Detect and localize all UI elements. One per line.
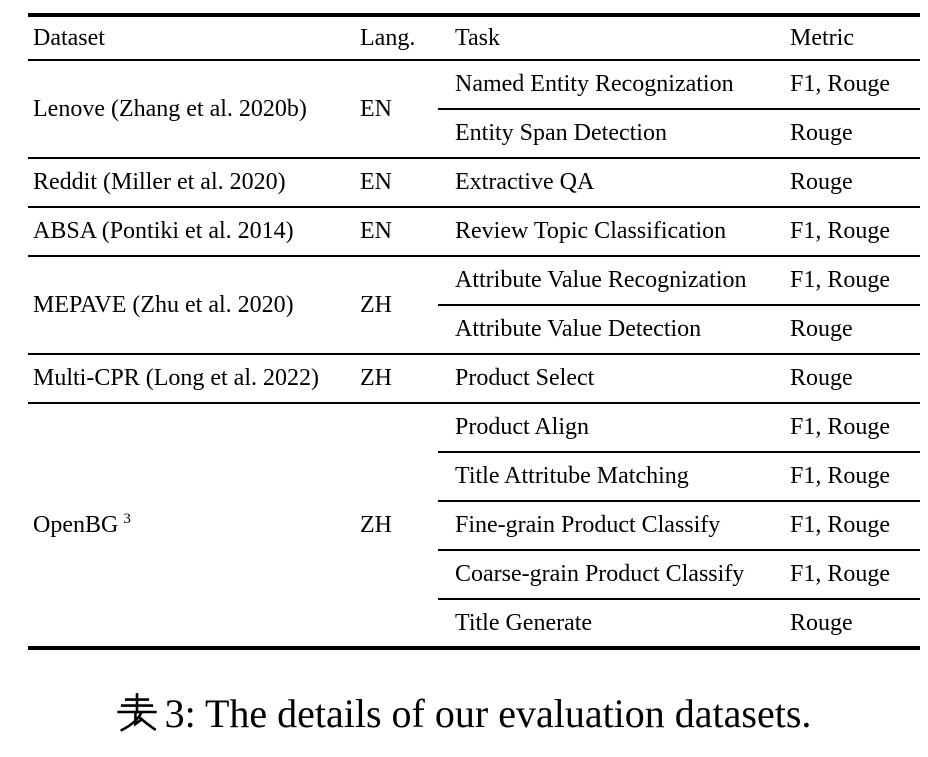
- task-cell: Title Generate: [438, 598, 790, 648]
- metric-cell: Rouge: [790, 304, 920, 354]
- metric-cell: F1, Rouge: [790, 71, 891, 97]
- column-header-dataset: Dataset: [28, 15, 360, 61]
- column-header-task: Task: [438, 15, 790, 61]
- evaluation-datasets-table: Dataset Lang. Task Metric Lenove (Zhang …: [28, 13, 920, 650]
- metric-cell: Rouge: [790, 353, 920, 403]
- metric-cell: Rouge: [790, 157, 920, 207]
- lang-cell: ZH: [360, 255, 438, 354]
- task-cell: Named Entity Recognization: [455, 71, 734, 97]
- table-row: ABSA (Pontiki et al. 2014) EN Review Top…: [28, 206, 920, 256]
- task-cell: Attribute Value Detection: [438, 304, 790, 354]
- lang-cell: ZH: [360, 353, 438, 403]
- task-cell: Coarse-grain Product Classify: [438, 549, 790, 599]
- task-cell: Product Align: [438, 402, 790, 452]
- column-header-metric: Metric: [790, 15, 920, 61]
- task-cell: Entity Span Detection: [438, 108, 790, 158]
- metric-cell: Rouge: [790, 108, 920, 158]
- task-cell: Fine-grain Product Classify: [438, 500, 790, 550]
- table-row: Entity Span Detection Rouge: [28, 108, 920, 158]
- biao-character-glyph: [116, 693, 157, 732]
- table-row: Reddit (Miller et al. 2020) EN Extractiv…: [28, 157, 920, 207]
- lang-cell: EN: [360, 206, 438, 256]
- footnote-marker: 3: [123, 510, 131, 527]
- column-header-lang: Lang.: [360, 15, 438, 61]
- dataset-cell: OpenBG 3: [28, 402, 360, 648]
- metric-cell: Rouge: [790, 598, 920, 648]
- metric-cell: F1, Rouge: [790, 451, 920, 501]
- dataset-cell: Lenove (Zhang et al. 2020b): [33, 95, 307, 122]
- lang-cell: EN: [360, 95, 392, 122]
- metric-cell: F1, Rouge: [790, 206, 920, 256]
- dataset-cell: MEPAVE (Zhu et al. 2020): [28, 255, 360, 354]
- metric-cell: F1, Rouge: [790, 255, 920, 305]
- table-row: MEPAVE (Zhu et al. 2020) ZH Attribute Va…: [28, 255, 920, 354]
- table-wrap: Dataset Lang. Task Metric Lenove (Zhang …: [28, 13, 920, 650]
- task-cell: Title Attritube Matching: [438, 451, 790, 501]
- header-row: Dataset Lang. Task Metric: [28, 15, 920, 61]
- table-caption: 3: The details of our evaluation dataset…: [0, 690, 928, 738]
- caption-text: 3: The details of our evaluation dataset…: [164, 691, 812, 736]
- table-row: Fine-grain Product Classify F1, Rouge: [28, 500, 920, 550]
- task-cell: Extractive QA: [438, 157, 790, 207]
- lang-cell: EN: [360, 157, 438, 207]
- metric-cell: F1, Rouge: [790, 549, 920, 599]
- table-row: Attribute Value Detection Rouge: [28, 304, 920, 354]
- table-row: Lenove (Zhang et al. 2020b) EN Named Ent…: [28, 60, 920, 122]
- task-cell: Review Topic Classification: [438, 206, 790, 256]
- dataset-cell: ABSA (Pontiki et al. 2014): [28, 206, 360, 256]
- table-row: Title Attritube Matching F1, Rouge: [28, 451, 920, 501]
- dataset-cell: Reddit (Miller et al. 2020): [28, 157, 360, 207]
- task-cell: Product Select: [438, 353, 790, 403]
- table-row: Coarse-grain Product Classify F1, Rouge: [28, 549, 920, 599]
- table-row: Multi-CPR (Long et al. 2022) ZH Product …: [28, 353, 920, 403]
- table-row: OpenBG 3 ZH Product Align F1, Rouge: [28, 402, 920, 648]
- task-cell: Attribute Value Recognization: [438, 255, 790, 305]
- table-row: Title Generate Rouge: [28, 598, 920, 648]
- metric-cell: F1, Rouge: [790, 402, 920, 452]
- lang-cell: ZH: [360, 402, 438, 648]
- metric-cell: F1, Rouge: [790, 500, 920, 550]
- dataset-name: OpenBG: [33, 511, 119, 538]
- dataset-cell: Multi-CPR (Long et al. 2022): [28, 353, 360, 403]
